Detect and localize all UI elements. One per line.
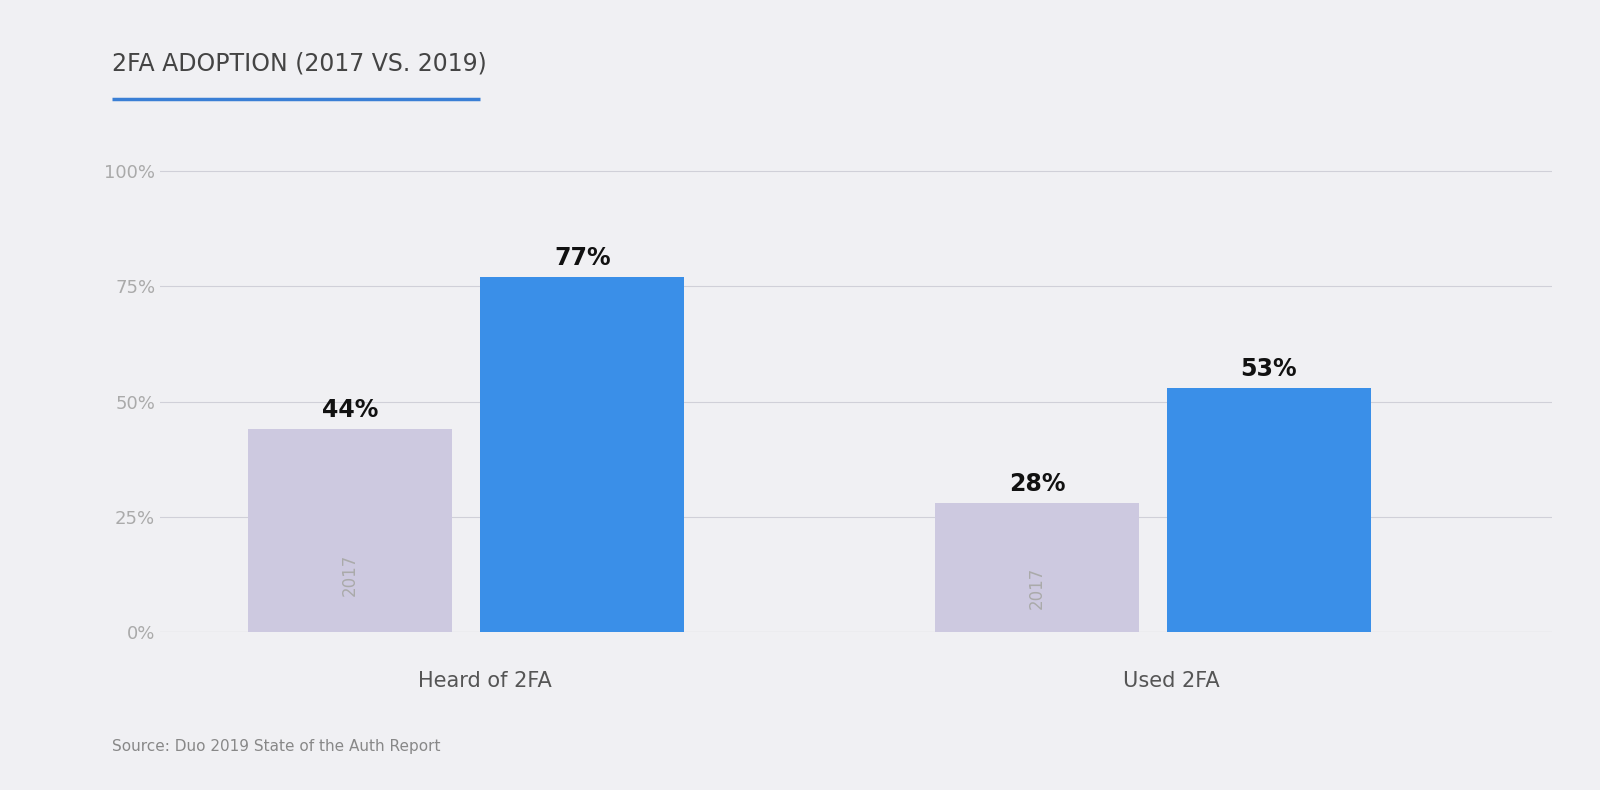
Text: 77%: 77% [554,246,611,270]
Bar [1166,388,1371,632]
Text: 28%: 28% [1008,472,1066,496]
Text: 44%: 44% [322,398,379,423]
Text: Heard of 2FA: Heard of 2FA [418,672,552,691]
Bar [480,277,685,632]
Text: 2019: 2019 [1259,549,1278,595]
Text: Used 2FA: Used 2FA [1123,672,1219,691]
Text: Source: Duo 2019 State of the Auth Report: Source: Duo 2019 State of the Auth Repor… [112,739,440,754]
Bar [248,429,453,632]
Text: 2FA ADOPTION (2017 VS. 2019): 2FA ADOPTION (2017 VS. 2019) [112,51,486,75]
Text: 2017: 2017 [1027,566,1046,609]
Bar [934,503,1139,632]
Text: 2019: 2019 [573,549,592,595]
Text: 2017: 2017 [341,553,360,596]
Text: 53%: 53% [1240,357,1298,381]
